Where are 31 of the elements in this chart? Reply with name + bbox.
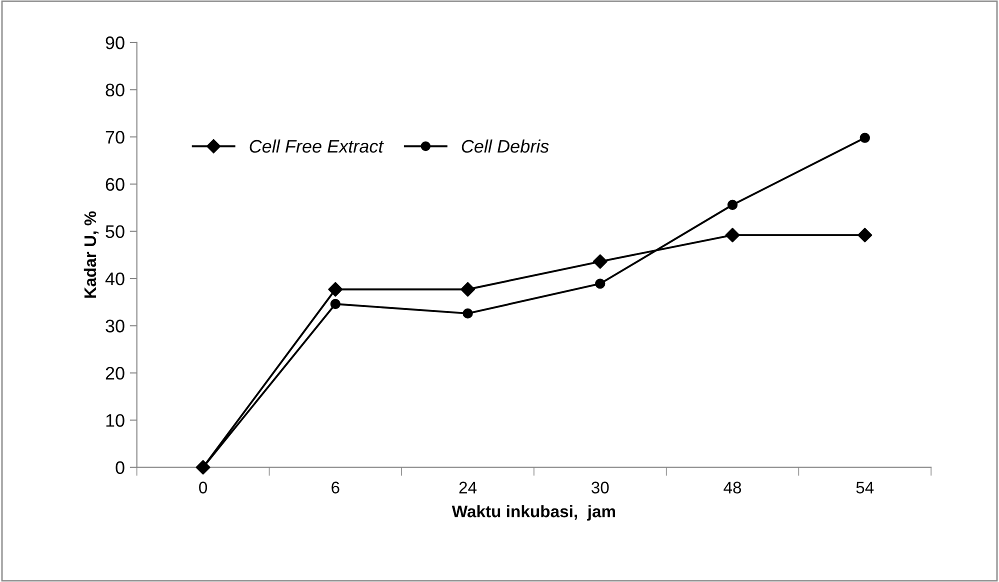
- point: [592, 254, 608, 269]
- y-tick-label: 90: [106, 36, 124, 50]
- point: [727, 200, 738, 210]
- point: [196, 460, 210, 475]
- x-tick-label: 6: [332, 482, 340, 494]
- y-tick-label: 70: [106, 130, 124, 144]
- point: [595, 278, 606, 289]
- point: [328, 282, 343, 297]
- x-tick-label: 24: [459, 482, 477, 494]
- point: [860, 132, 870, 143]
- point: [858, 228, 872, 242]
- y-tick-label: 80: [106, 84, 124, 96]
- y-tick-label: 40: [105, 272, 124, 286]
- y-tick-label: 0: [116, 461, 124, 474]
- y-tick-label: 20: [106, 366, 124, 380]
- legend-label: Cell Debris: [462, 139, 549, 153]
- y-axis-title: Kadar U, %: [84, 211, 99, 298]
- point: [330, 298, 340, 310]
- x-tick-label: 54: [856, 482, 874, 494]
- x-tick-label: 0: [199, 482, 208, 494]
- y-tick-label: 30: [106, 320, 124, 332]
- point: [460, 282, 476, 297]
- y-tick-label: 60: [106, 178, 124, 191]
- point: [725, 228, 740, 242]
- point: [462, 308, 473, 319]
- y-tick-label: 50: [106, 225, 124, 238]
- y-tick-label: 10: [106, 414, 124, 427]
- legend-label: Cell Free Extract: [250, 139, 384, 153]
- x-tick-label: 30: [592, 482, 609, 494]
- x-axis-title: Waktu inkubasi, jam: [452, 505, 616, 521]
- x-tick-label: 48: [724, 482, 742, 494]
